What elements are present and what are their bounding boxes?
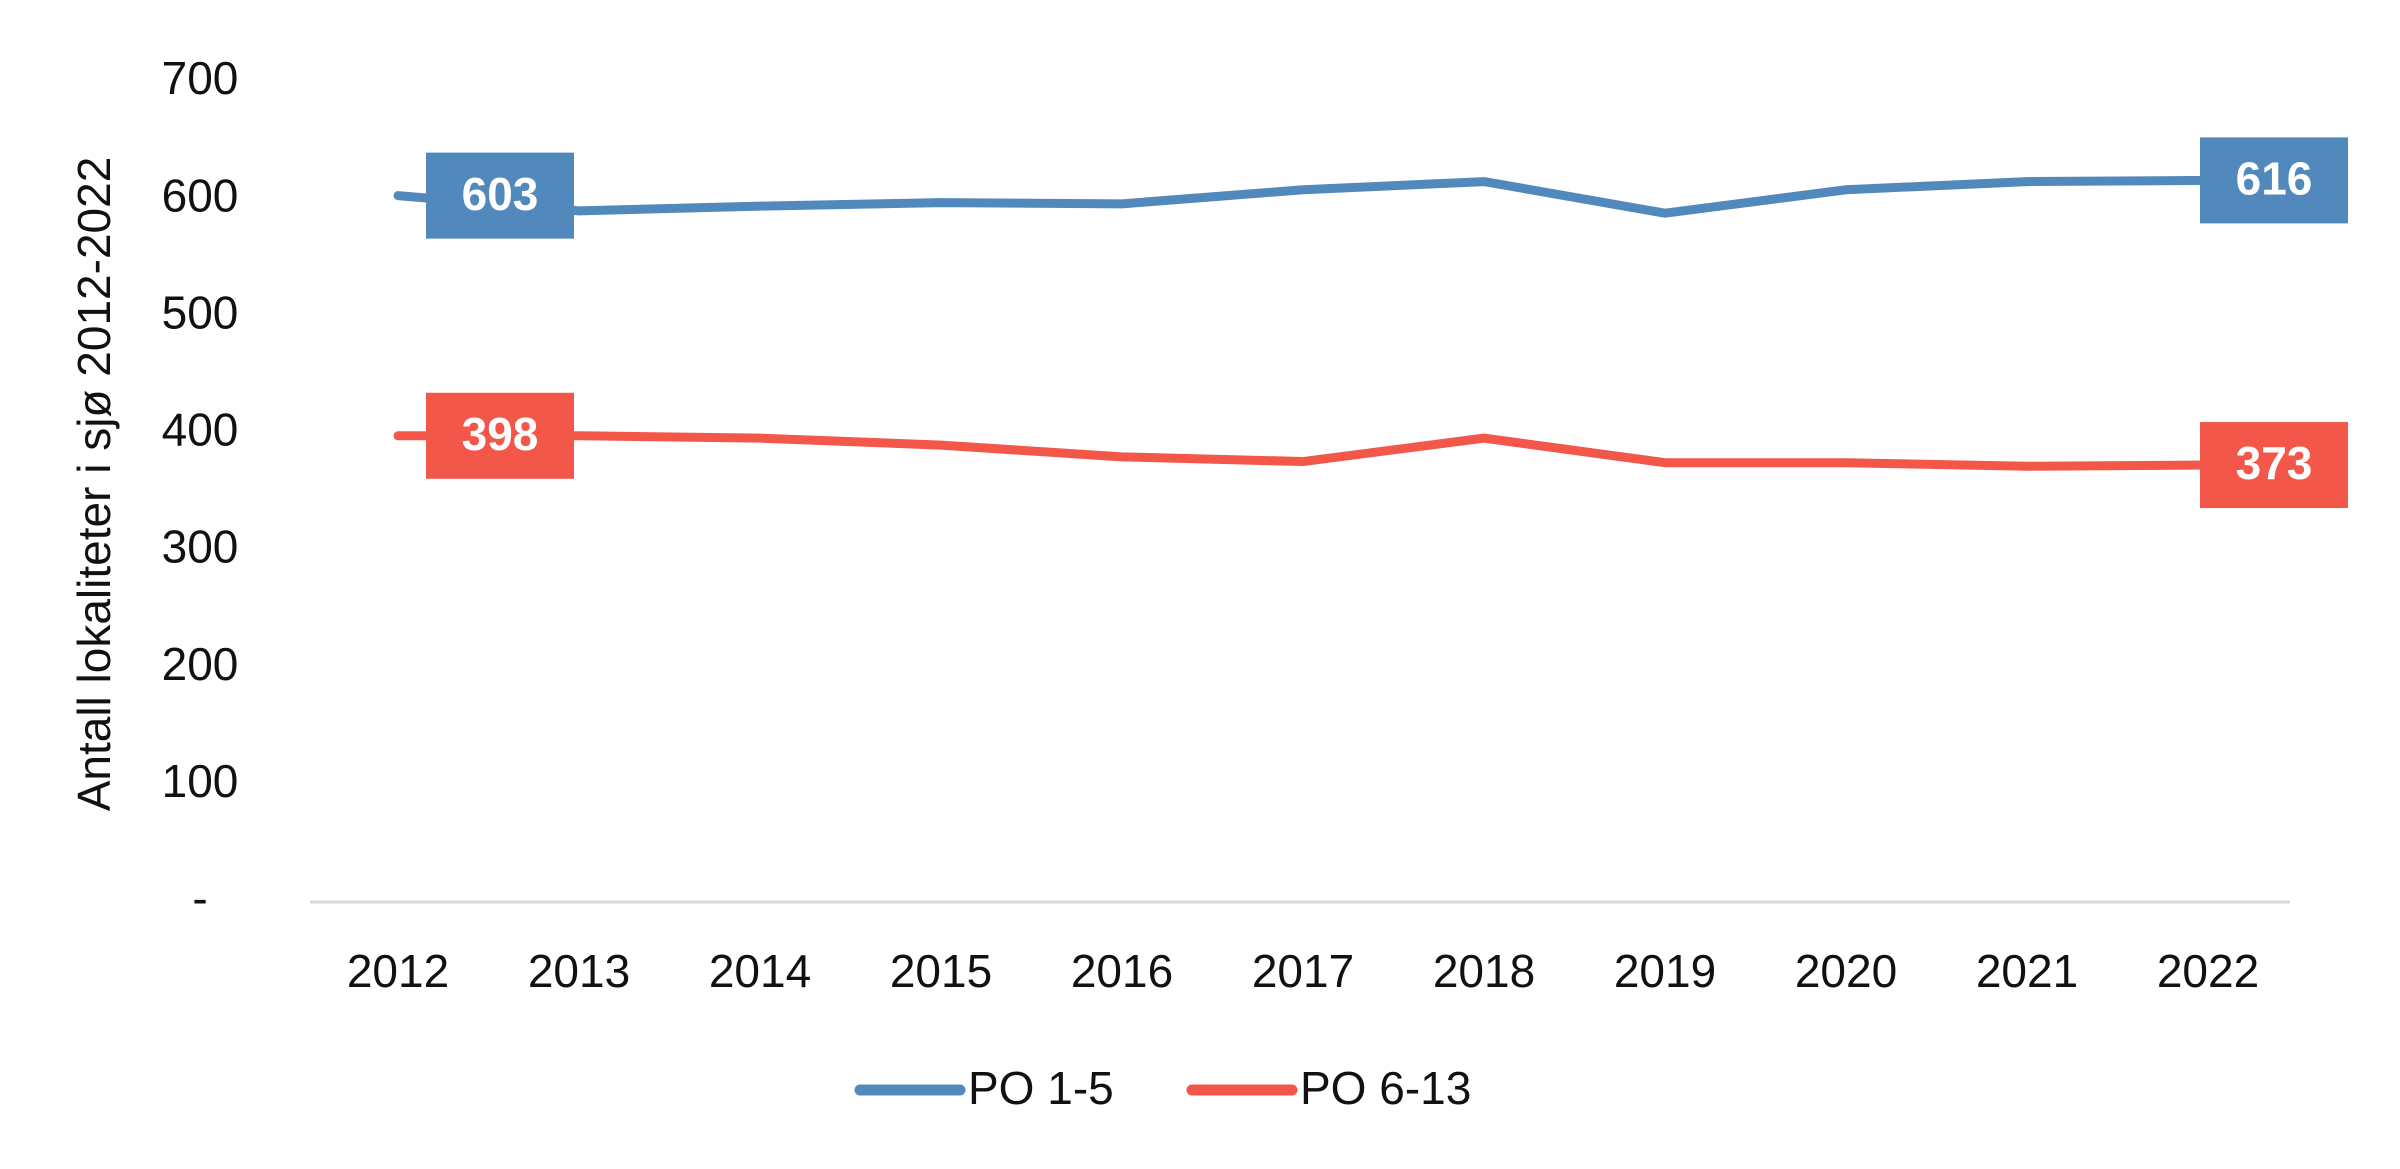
legend: PO 1-5 PO 6-13 bbox=[854, 1062, 1471, 1114]
y-tick-label: 700 bbox=[162, 52, 239, 104]
x-tick-label: 2014 bbox=[709, 945, 811, 997]
x-tick-label: 2016 bbox=[1071, 945, 1173, 997]
data-label-box bbox=[2200, 422, 2348, 509]
y-tick-label: - bbox=[192, 872, 207, 924]
x-tick-label: 2021 bbox=[1976, 945, 2078, 997]
data-label: 616 bbox=[2236, 153, 2313, 205]
x-tick-label: 2020 bbox=[1795, 945, 1897, 997]
y-axis-label-group: Antall lokaliteter i sjø 2012-2022 bbox=[68, 157, 120, 812]
data-label: 398 bbox=[462, 408, 539, 460]
y-tick-label: 500 bbox=[162, 286, 239, 338]
y-axis-label: Antall lokaliteter i sjø 2012-2022 bbox=[68, 157, 120, 812]
x-tick-label: 2019 bbox=[1614, 945, 1716, 997]
data-label-box bbox=[426, 152, 574, 239]
y-tick-label: 400 bbox=[162, 404, 239, 456]
x-tick-label: 2012 bbox=[347, 945, 449, 997]
x-tick-label: 2015 bbox=[890, 945, 992, 997]
x-tick-label: 2018 bbox=[1433, 945, 1535, 997]
legend-label: PO 6-13 bbox=[1300, 1062, 1471, 1114]
x-tick-label: 2017 bbox=[1252, 945, 1354, 997]
data-label-box bbox=[2200, 137, 2348, 224]
data-label: 603 bbox=[462, 168, 539, 220]
series-line-2 bbox=[393, 431, 2213, 471]
y-tick-label: 600 bbox=[162, 169, 239, 221]
x-axis-ticks: 2012 2013 2014 2015 2016 2017 2018 2019 2020 2021… bbox=[347, 945, 2259, 997]
series-line-1 bbox=[393, 175, 2213, 218]
data-labels: 603 616 398 373 bbox=[426, 137, 2348, 509]
y-tick-label: 200 bbox=[162, 638, 239, 690]
data-label-box bbox=[426, 392, 574, 479]
legend-label: PO 1-5 bbox=[968, 1062, 1114, 1114]
x-tick-label: 2022 bbox=[2157, 945, 2259, 997]
series-lines bbox=[393, 175, 2213, 471]
x-tick-label: 2013 bbox=[528, 945, 630, 997]
data-label: 373 bbox=[2236, 437, 2313, 489]
y-tick-label: 300 bbox=[162, 521, 239, 573]
y-tick-label: 100 bbox=[162, 755, 239, 807]
y-axis-ticks: - 100 200 300 400 500 600 700 bbox=[162, 52, 239, 924]
